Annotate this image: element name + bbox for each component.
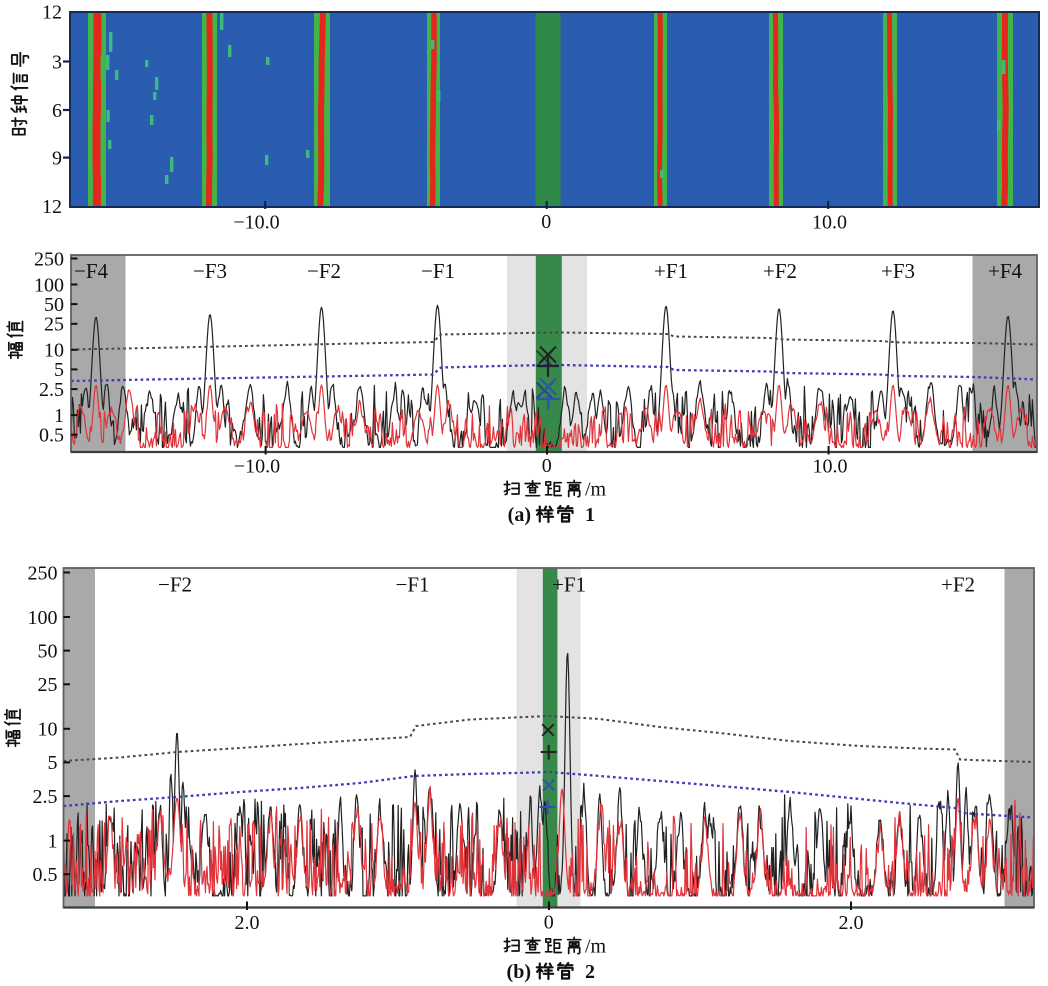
svg-text:1: 1 xyxy=(585,504,595,526)
svg-text:50: 50 xyxy=(38,640,58,662)
svg-text:9: 9 xyxy=(52,147,62,169)
svg-text:0: 0 xyxy=(541,211,551,233)
svg-text:−F1: −F1 xyxy=(421,259,455,283)
svg-text:2: 2 xyxy=(585,961,595,983)
svg-text:−F2: −F2 xyxy=(158,573,192,597)
svg-text:25: 25 xyxy=(44,314,64,336)
svg-text:−F2: −F2 xyxy=(307,259,341,283)
svg-text:10: 10 xyxy=(44,340,64,362)
svg-text:100: 100 xyxy=(28,607,58,629)
svg-text:(a): (a) xyxy=(508,504,531,526)
svg-text:0: 0 xyxy=(544,911,554,933)
svg-text:12: 12 xyxy=(42,2,62,24)
svg-text:3: 3 xyxy=(52,51,62,73)
svg-text:250: 250 xyxy=(34,248,64,270)
svg-text:5: 5 xyxy=(54,359,64,381)
svg-text:(b): (b) xyxy=(507,961,531,983)
svg-text:1: 1 xyxy=(48,830,58,852)
svg-text:10.0: 10.0 xyxy=(813,455,848,477)
svg-text:−10.0: −10.0 xyxy=(233,212,279,234)
svg-text:+F2: +F2 xyxy=(763,259,797,283)
svg-text:10: 10 xyxy=(38,719,58,741)
svg-text:100: 100 xyxy=(34,274,64,296)
svg-text:5: 5 xyxy=(48,752,58,774)
svg-text:6: 6 xyxy=(52,100,62,122)
svg-text:0.5: 0.5 xyxy=(39,425,64,447)
svg-text:/m: /m xyxy=(585,478,607,500)
svg-text:50: 50 xyxy=(44,294,64,316)
svg-text:2.5: 2.5 xyxy=(33,786,58,808)
svg-text:+F4: +F4 xyxy=(988,259,1023,283)
svg-text:−10.0: −10.0 xyxy=(234,455,280,477)
svg-text:0: 0 xyxy=(542,455,552,477)
svg-text:1: 1 xyxy=(54,405,64,427)
svg-text:−F1: −F1 xyxy=(395,573,429,597)
svg-text:0.5: 0.5 xyxy=(33,864,58,886)
svg-text:+F2: +F2 xyxy=(941,573,975,597)
svg-text:/m: /m xyxy=(585,935,607,957)
svg-text:2.0: 2.0 xyxy=(839,912,864,934)
svg-text:2.5: 2.5 xyxy=(39,379,64,401)
svg-text:+F1: +F1 xyxy=(552,573,586,597)
svg-text:+F1: +F1 xyxy=(654,259,688,283)
svg-text:+F3: +F3 xyxy=(881,259,915,283)
svg-text:12: 12 xyxy=(42,196,62,218)
svg-text:2.0: 2.0 xyxy=(235,912,260,934)
svg-text:10.0: 10.0 xyxy=(812,212,847,234)
svg-text:−F3: −F3 xyxy=(193,259,227,283)
svg-text:250: 250 xyxy=(28,562,58,584)
svg-text:25: 25 xyxy=(38,674,58,696)
svg-text:−F4: −F4 xyxy=(74,259,109,283)
